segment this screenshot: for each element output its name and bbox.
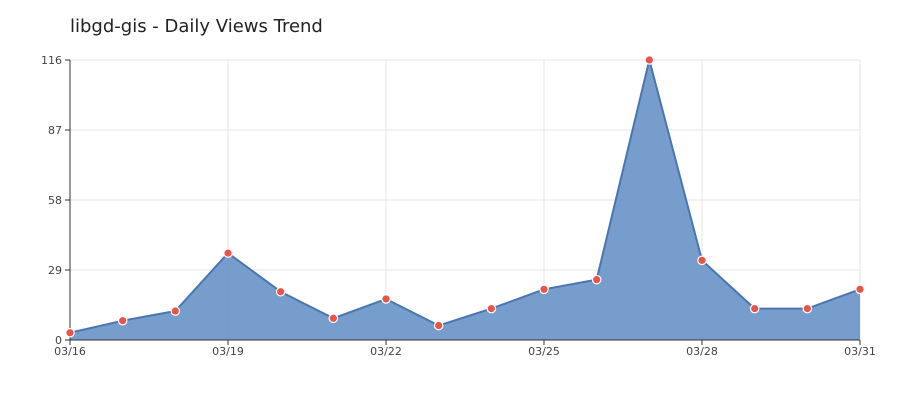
data-point [117,315,128,326]
data-point [749,303,760,314]
x-tick-label: 03/31 [844,345,876,358]
data-point [65,327,75,338]
data-point [591,274,602,285]
data-point [486,303,497,314]
x-tick-label: 03/28 [686,345,718,358]
series-area [70,60,860,340]
x-tick-label: 03/22 [370,345,402,358]
data-point [855,284,865,295]
chart-title: libgd-gis - Daily Views Trend [70,16,323,37]
y-tick-label: 29 [48,264,62,277]
data-point [223,248,233,258]
y-tick-label: 116 [41,54,62,67]
data-point [381,294,391,304]
series-line [69,59,861,334]
data-point [433,320,444,331]
data-point [170,306,181,316]
data-point [644,55,655,65]
x-tick-label: 03/16 [54,345,86,358]
data-point [328,313,339,324]
data-point [275,286,286,297]
data-point [539,284,549,295]
data-point [697,255,707,266]
x-tick-label: 03/25 [528,345,560,358]
x-tick-label: 03/19 [212,345,244,358]
y-tick-label: 0 [55,334,62,347]
y-tick-label: 87 [48,124,62,137]
data-point [802,303,813,314]
y-tick-label: 58 [48,194,62,207]
